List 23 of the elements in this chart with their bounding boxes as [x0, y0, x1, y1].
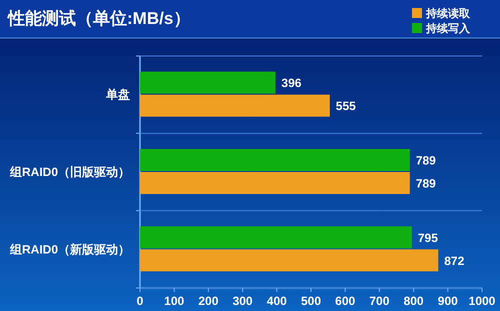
x-tick-label: 500 [300, 294, 322, 308]
data-label: 872 [444, 254, 465, 268]
x-tick-label: 700 [369, 294, 390, 308]
x-tick-label: 100 [164, 294, 185, 308]
x-tick-label: 300 [232, 294, 253, 308]
x-tick-label: 0 [136, 294, 144, 308]
y-tick-label: 单盘 [105, 88, 130, 102]
y-tick-label: 组RAID0（旧版驱动） [8, 165, 130, 179]
y-tick-label: 组RAID0（新版驱动） [8, 242, 130, 256]
legend-label: 持续写入 [425, 22, 471, 35]
x-tick-label: 600 [335, 294, 356, 308]
x-tick-label: 900 [438, 294, 458, 308]
x-tick-label: 800 [404, 294, 424, 308]
data-label: 789 [416, 176, 436, 190]
data-label: 555 [336, 99, 356, 114]
x-tick-label: 400 [266, 294, 288, 308]
chart-title: 性能测试（单位:MB/s） [7, 9, 190, 28]
x-tick-label: 200 [198, 294, 219, 308]
data-label: 795 [418, 230, 438, 245]
legend-label: 持续读取 [425, 7, 471, 20]
x-tick-label: 1000 [468, 294, 496, 308]
data-label: 789 [416, 154, 436, 168]
data-label: 396 [281, 76, 302, 90]
